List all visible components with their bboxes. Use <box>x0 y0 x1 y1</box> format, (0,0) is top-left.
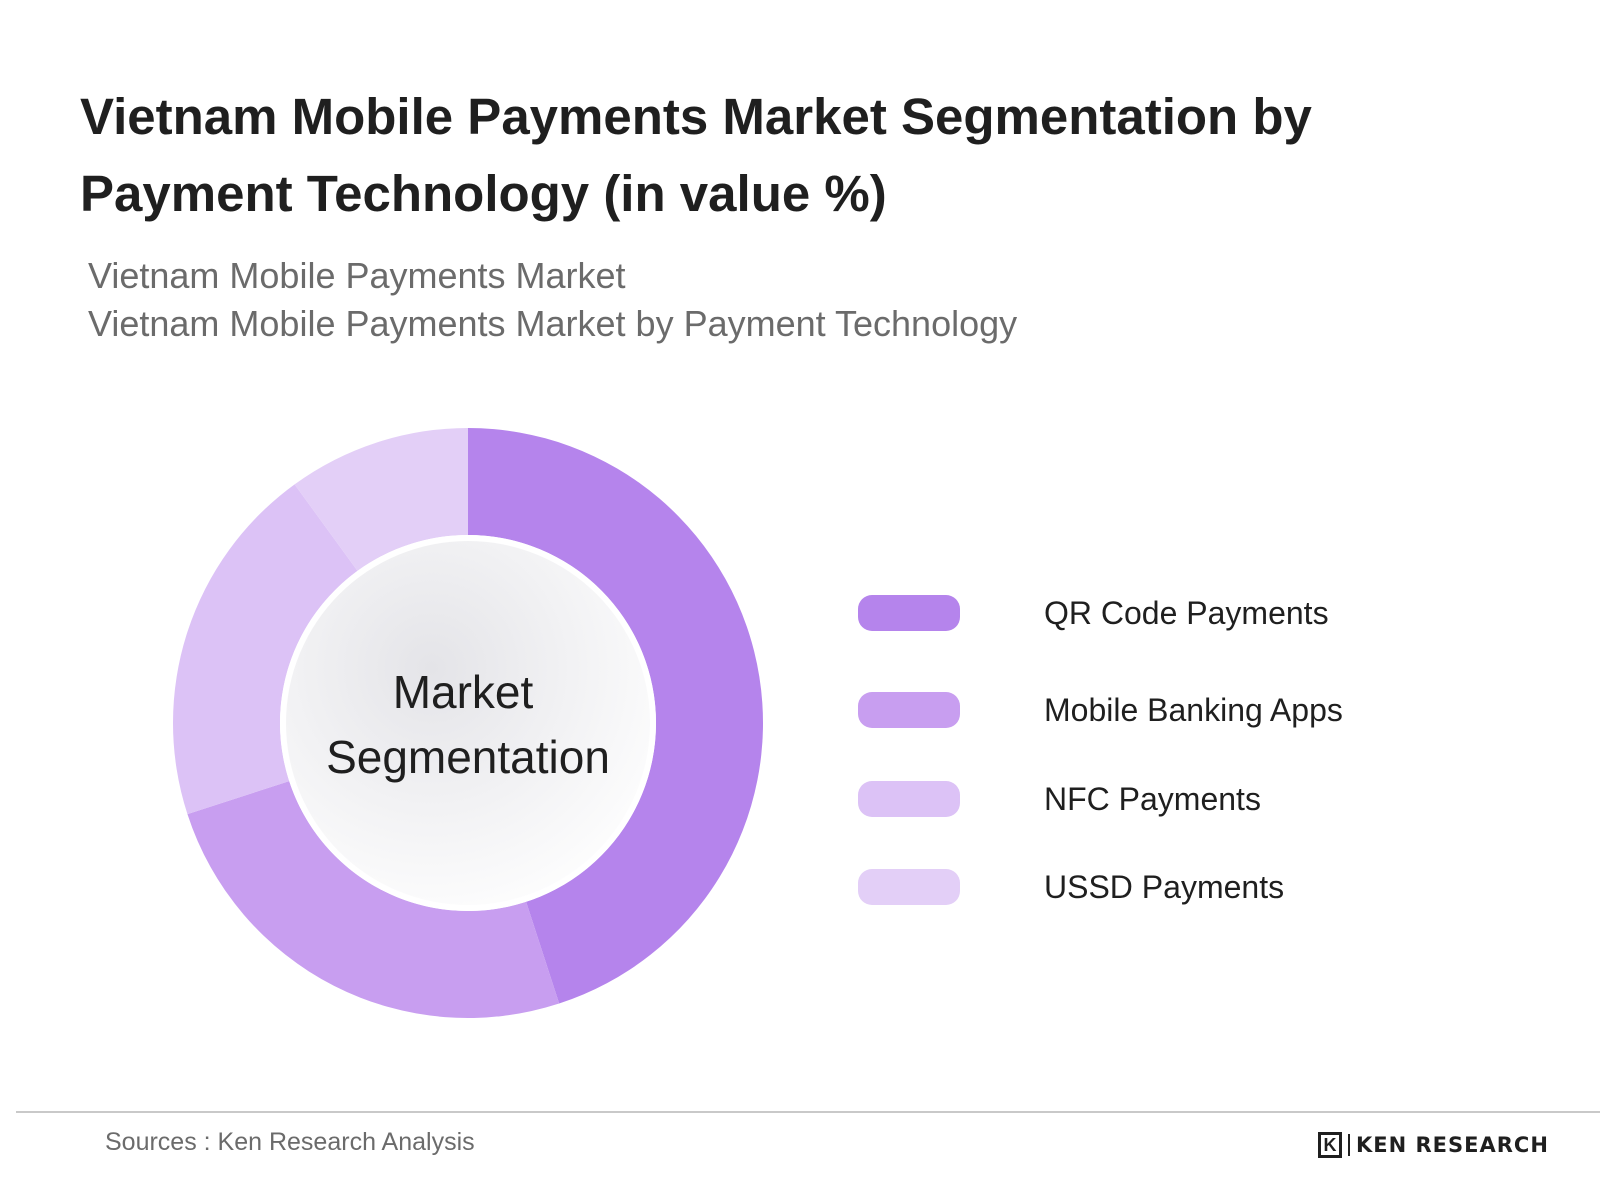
center-label-line: Market <box>393 666 534 718</box>
legend-swatch <box>858 595 960 631</box>
legend-item: QR Code Payments <box>858 593 1498 633</box>
legend-item: USSD Payments <box>858 867 1498 907</box>
footer-divider <box>16 1111 1600 1113</box>
legend-label: Mobile Banking Apps <box>1044 692 1343 728</box>
brand-name: KEN RESEARCH <box>1356 1133 1549 1157</box>
source-note: Sources : Ken Research Analysis <box>105 1128 475 1156</box>
brand-mark-icon: K <box>1318 1132 1342 1158</box>
chart-title: Vietnam Mobile Payments Market Segmentat… <box>80 88 1312 222</box>
legend-swatch <box>858 781 960 817</box>
center-label-line: Segmentation <box>326 731 610 783</box>
legend-label: USSD Payments <box>1044 869 1285 905</box>
legend-item: NFC Payments <box>858 779 1498 819</box>
donut-slice <box>294 428 468 571</box>
legend-swatch <box>858 869 960 905</box>
brand-separator <box>1348 1134 1350 1156</box>
donut-slice <box>187 781 560 1018</box>
subtitle-line: Vietnam Mobile Payments Market <box>88 255 626 296</box>
legend-swatch <box>858 692 960 728</box>
donut-slice <box>468 428 763 1004</box>
subtitle-line: Vietnam Mobile Payments Market by Paymen… <box>88 303 1018 344</box>
legend-label: QR Code Payments <box>1044 595 1329 631</box>
donut-slice <box>173 484 358 815</box>
legend-label: NFC Payments <box>1044 781 1261 817</box>
legend-item: Mobile Banking Apps <box>858 690 1498 730</box>
chart-subtitle: Vietnam Mobile Payments Market Vietnam M… <box>88 252 1388 348</box>
donut-center-disc <box>286 541 650 905</box>
brand-logo: K KEN RESEARCH <box>1318 1130 1549 1160</box>
donut-slices <box>173 428 763 1018</box>
